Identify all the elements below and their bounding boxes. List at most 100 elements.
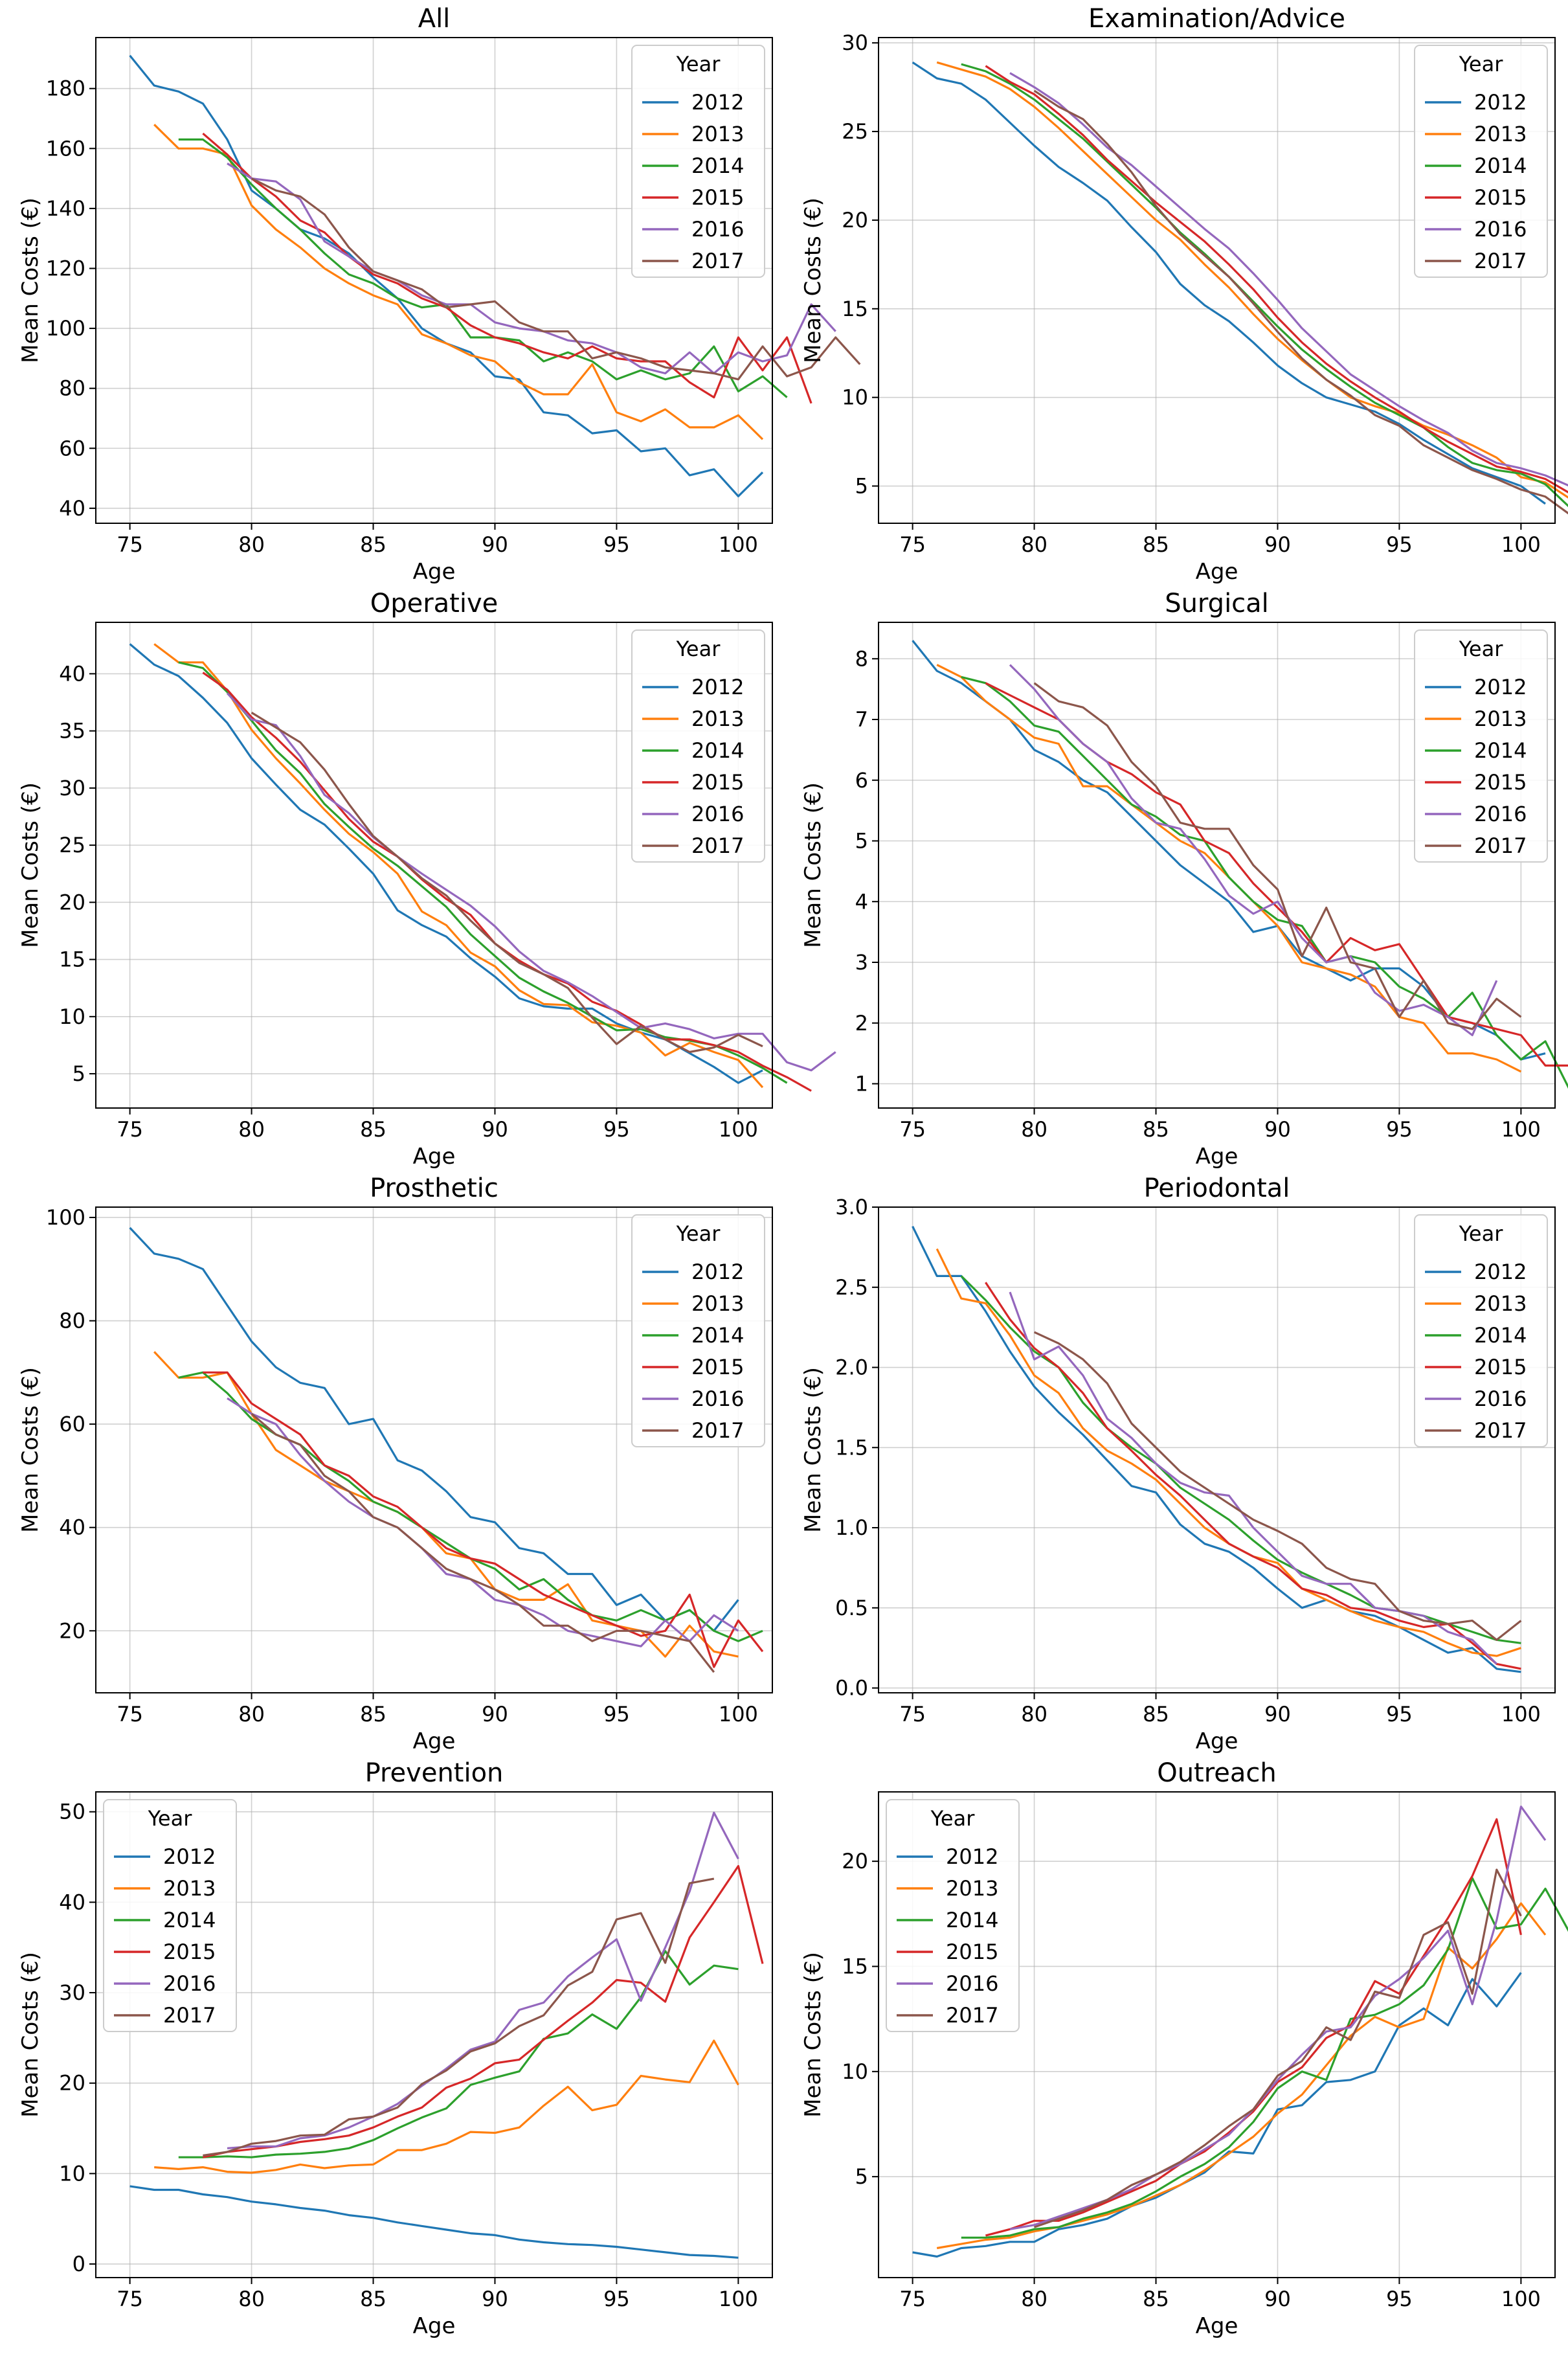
x-tick-label: 85: [360, 532, 386, 557]
legend-label-2013: 2013: [1474, 1291, 1527, 1316]
legend-label-2013: 2013: [1474, 707, 1527, 731]
legend-title: Year: [930, 1806, 976, 1831]
legend-label-2013: 2013: [946, 1876, 998, 1901]
plot-frame: [95, 622, 773, 1109]
y-axis-label: Mean Costs (€): [17, 782, 43, 948]
x-axis-label: Age: [413, 1144, 456, 1170]
x-axis-label: Age: [1196, 559, 1238, 585]
legend-label-2017: 2017: [1474, 1418, 1527, 1443]
y-tick-label: 25: [59, 833, 85, 857]
legend: Year 2012 2013 2014 2015 2016 2017: [1414, 1214, 1548, 1447]
subplot-3: Surgical 75 80 85 90 95 100 1 2 3 4 5 6 7 8 Age Mean Cos…: [800, 589, 1568, 1170]
subplot-title: All: [418, 4, 451, 34]
y-tick-label: 20: [59, 2071, 85, 2096]
plot-frame: [878, 37, 1556, 524]
series-line-2017: [203, 1877, 715, 2157]
y-tick-label: 80: [59, 1309, 85, 1333]
series-line-2013: [153, 643, 764, 1089]
subplot-5: Periodontal 75 80 85 90 95 100 0.0 0.5 1.0 1.5 2.0 2…: [800, 1173, 1556, 1754]
y-tick-label: 140: [46, 196, 85, 221]
legend-title: Year: [1459, 637, 1504, 661]
series-line-2016: [226, 692, 836, 1072]
legend-title: Year: [1459, 52, 1504, 76]
series-line-2013: [154, 2039, 739, 2174]
legend: Year 2012 2013 2014 2015 2016 2017: [1414, 45, 1548, 278]
x-tick-label: 80: [238, 1702, 265, 1726]
y-axis-label: Mean Costs (€): [17, 1367, 43, 1533]
legend-label-2017: 2017: [1474, 249, 1527, 273]
x-tick-label: 90: [1264, 532, 1291, 557]
x-tick-label: 95: [1386, 1117, 1413, 1142]
y-axis-label: Mean Costs (€): [17, 198, 43, 363]
series-line-2015: [202, 132, 812, 404]
x-tick-label: 85: [1143, 1117, 1169, 1142]
x-tick-label: 100: [1501, 2287, 1541, 2311]
subplot-6: Prevention 75 80 85 90 95 100 0 10 20 30 40 50 Age Mea…: [17, 1758, 773, 2339]
series-line-2017: [1033, 682, 1522, 1030]
y-tick-label: 30: [842, 30, 868, 55]
series-line-2014: [178, 1950, 739, 2158]
legend-label-2014: 2014: [1474, 738, 1527, 763]
x-tick-label: 75: [117, 2287, 143, 2311]
y-axis-label: Mean Costs (€): [800, 782, 826, 948]
x-tick-label: 100: [719, 2287, 758, 2311]
series-line-2017: [1034, 1868, 1522, 2228]
series-line-2015: [985, 1282, 1521, 1670]
legend-title: Year: [676, 1221, 721, 1246]
y-axis-label: Mean Costs (€): [800, 1367, 826, 1533]
legend-label-2016: 2016: [163, 1971, 216, 1996]
x-tick-label: 95: [1386, 1702, 1413, 1726]
x-tick-label: 90: [1264, 1702, 1291, 1726]
legend-label-2015: 2015: [163, 1940, 216, 1964]
legend-label-2015: 2015: [691, 185, 744, 210]
series-line-2017: [251, 712, 763, 1054]
series-line-2016: [1009, 1291, 1497, 1665]
y-tick-label: 25: [842, 119, 868, 144]
y-tick-label: 5: [73, 1061, 85, 1086]
series-line-2016: [1009, 72, 1568, 487]
series-line-2014: [961, 675, 1568, 1089]
x-tick-label: 90: [1264, 2287, 1291, 2311]
plot-frame: [95, 1791, 773, 2278]
legend-label-2014: 2014: [163, 1908, 216, 1932]
subplot-7: Outreach 75 80 85 90 95 100 5 10 15 20 Age Mean Cost…: [800, 1758, 1568, 2339]
series-line-2017: [251, 177, 861, 381]
y-tick-label: 10: [59, 2161, 85, 2186]
y-tick-label: 3.0: [835, 1195, 868, 1219]
subplot-title: Examination/Advice: [1088, 4, 1345, 34]
y-axis-label: Mean Costs (€): [800, 198, 826, 363]
legend-label-2012: 2012: [691, 675, 744, 699]
subplot-title: Operative: [370, 589, 498, 618]
y-tick-label: 60: [59, 436, 85, 460]
subplot-title: Surgical: [1165, 589, 1269, 618]
x-tick-label: 75: [899, 2287, 926, 2311]
x-tick-label: 75: [117, 1702, 143, 1726]
y-tick-label: 40: [59, 661, 85, 686]
legend: Year 2012 2013 2014 2015 2016 2017: [631, 629, 765, 863]
x-tick-label: 85: [360, 1702, 386, 1726]
x-tick-label: 95: [1386, 2287, 1413, 2311]
subplot-title: Periodontal: [1144, 1173, 1290, 1203]
legend-label-2012: 2012: [163, 1844, 216, 1869]
x-tick-label: 95: [603, 1702, 630, 1726]
y-tick-label: 60: [59, 1412, 85, 1436]
legend-label-2017: 2017: [691, 249, 744, 273]
legend-label-2015: 2015: [1474, 185, 1527, 210]
series-line-2017: [1033, 89, 1568, 515]
series-line-2012: [912, 1225, 1521, 1673]
legend: Year 2012 2013 2014 2015 2016 2017: [631, 1214, 765, 1447]
plot-frame: [878, 622, 1556, 1109]
y-tick-label: 50: [59, 1800, 85, 1824]
x-tick-label: 75: [899, 1702, 926, 1726]
x-tick-label: 100: [1501, 532, 1541, 557]
legend-title: Year: [1459, 1221, 1504, 1246]
x-tick-label: 75: [899, 1117, 926, 1142]
x-tick-label: 85: [1143, 1702, 1169, 1726]
x-tick-label: 80: [1021, 1702, 1047, 1726]
legend-label-2015: 2015: [691, 770, 744, 795]
x-tick-label: 90: [1264, 1117, 1291, 1142]
x-tick-label: 80: [238, 2287, 265, 2311]
x-tick-label: 75: [899, 532, 926, 557]
